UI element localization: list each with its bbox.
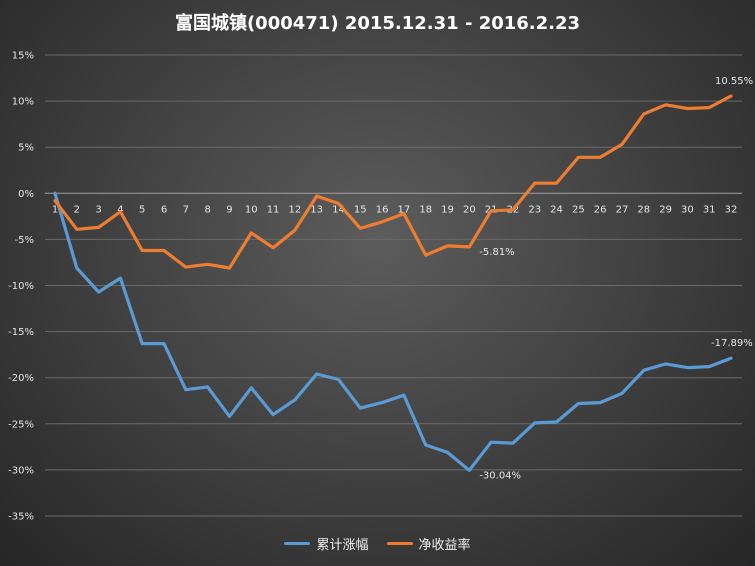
y-tick-label: 5% (18, 143, 34, 154)
x-tick-label: 30 (681, 204, 694, 215)
x-tick-label: 11 (267, 204, 280, 215)
data-label: -5.81% (479, 247, 514, 258)
x-tick-label: 23 (528, 204, 541, 215)
legend-item-cumulative[interactable]: 累计涨幅 (284, 534, 369, 553)
x-tick-label: 9 (226, 204, 232, 215)
x-tick-label: 17 (398, 204, 411, 215)
x-tick-label: 19 (441, 204, 454, 215)
series-line-cumulative (53, 191, 733, 472)
x-tick-label: 2 (74, 204, 80, 215)
y-tick-label: 15% (12, 51, 34, 62)
x-tick-label: 12 (289, 204, 302, 215)
x-tick-label: 16 (376, 204, 389, 215)
x-tick-label: 20 (463, 204, 476, 215)
x-tick-label: 18 (419, 204, 432, 215)
data-label: 10.55% (715, 76, 753, 87)
x-tick-label: 13 (310, 204, 323, 215)
y-tick-label: -20% (8, 373, 34, 384)
y-tick-label: -15% (8, 327, 34, 338)
y-tick-label: 0% (18, 189, 34, 200)
x-tick-label: 31 (703, 204, 716, 215)
chart-title: 富国城镇(000471) 2015.12.31 - 2016.2.23 (174, 13, 581, 34)
y-tick-label: -35% (8, 512, 34, 523)
legend-swatch-blue (284, 542, 311, 545)
series-line-net-return (53, 94, 733, 270)
x-tick-label: 28 (637, 204, 650, 215)
legend-item-net-return[interactable]: 净收益率 (386, 534, 471, 553)
legend-label-cumulative: 累计涨幅 (316, 538, 369, 553)
x-tick-label: 29 (659, 204, 672, 215)
x-tick-label: 3 (95, 204, 101, 215)
x-tick-label: 27 (616, 204, 629, 215)
x-tick-label: 7 (183, 204, 189, 215)
x-tick-label: 24 (550, 204, 563, 215)
y-tick-label: -5% (15, 235, 34, 246)
x-tick-label: 8 (204, 204, 210, 215)
legend-label-net-return: 净收益率 (418, 538, 471, 553)
y-tick-label: 10% (12, 97, 34, 108)
x-tick-label: 26 (594, 204, 607, 215)
x-tick-label: 32 (725, 204, 738, 215)
x-tick-label: 6 (161, 204, 167, 215)
legend-swatch-orange (386, 542, 413, 545)
x-tick-label: 15 (354, 204, 367, 215)
x-tick-label: 4 (117, 204, 123, 215)
data-label: -30.04% (479, 470, 521, 481)
x-tick-label: 10 (245, 204, 258, 215)
x-tick-label: 5 (139, 204, 145, 215)
x-tick-label: 25 (572, 204, 585, 215)
x-tick-label: 1 (52, 204, 58, 215)
y-tick-label: -25% (8, 419, 34, 430)
y-tick-label: -10% (8, 281, 34, 292)
y-tick-label: -30% (8, 465, 34, 476)
data-label: -17.89% (711, 338, 753, 349)
legend: 累计涨幅 净收益率 (0, 534, 755, 553)
x-tick-label: 14 (332, 204, 345, 215)
